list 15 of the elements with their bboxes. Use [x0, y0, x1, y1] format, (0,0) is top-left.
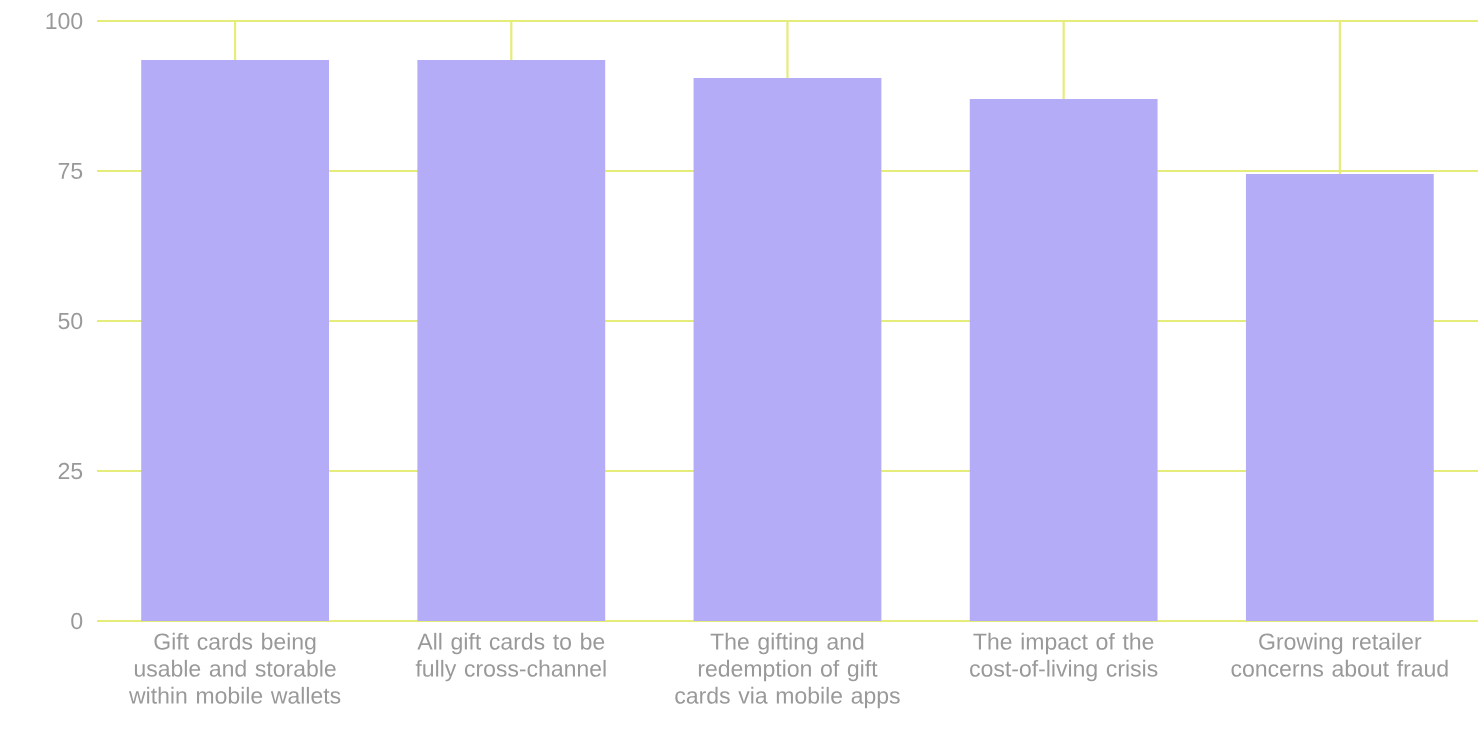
y-tick-label: 50 [58, 312, 83, 330]
y-tick-label: 25 [58, 462, 83, 480]
x-tick-label: The impact of the cost-of-living crisis [970, 632, 1158, 682]
x-tick-label: Growing retailer concerns about fraud [1231, 632, 1448, 677]
y-tick-label: 100 [46, 12, 83, 30]
bar [141, 59, 329, 621]
x-tick-label: Gift cards being usable and storable within mobile wallets [128, 632, 341, 704]
x-tick-label: All gift cards to be fully cross-channel [415, 632, 606, 682]
x-tick-label: The gifting and redemption of gift cards via mobile apps [675, 632, 900, 709]
bar [693, 77, 882, 621]
bar [1245, 173, 1434, 621]
bar [969, 98, 1158, 621]
bar [417, 59, 606, 621]
y-tick-label: 0 [71, 612, 83, 630]
y-tick-label: 75 [58, 162, 83, 180]
